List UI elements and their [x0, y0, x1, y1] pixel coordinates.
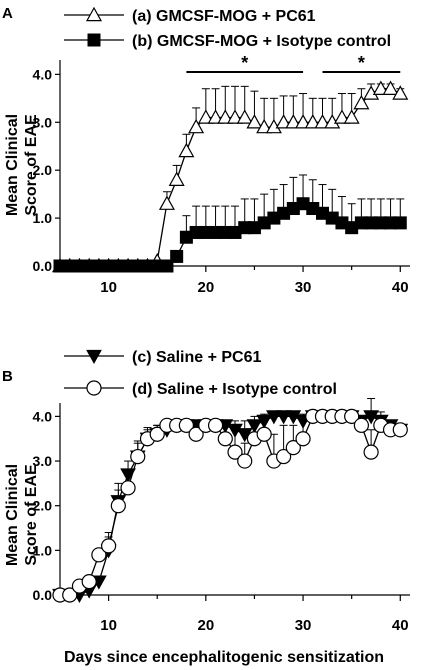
- y-axis-label-a-line2: Score of EAE: [23, 114, 40, 216]
- data-point: [207, 417, 224, 433]
- data-point: [188, 426, 204, 442]
- data-point: [149, 426, 165, 442]
- x-axis-label: Days since encephalitogenic sensitizatio…: [64, 649, 384, 666]
- data-point: [275, 410, 292, 425]
- data-point: [110, 498, 126, 514]
- data-point: [266, 410, 282, 425]
- data-point: [120, 480, 136, 496]
- data-point: [314, 114, 331, 129]
- data-point: [236, 109, 253, 124]
- panel-b: B Mean Clinical Score of EAE 0.0 1.0 2.0 3.…: [2, 349, 410, 634]
- data-point: [295, 431, 311, 447]
- y-axis-label-b-line1: Mean Clinical: [4, 464, 21, 566]
- y-tick-label: 4.0: [33, 66, 53, 82]
- data-point: [168, 171, 185, 186]
- legend-label: (c) Saline + PC61: [132, 349, 261, 366]
- data-point: [256, 118, 273, 134]
- data-point: [197, 109, 214, 124]
- y-tick-label: 1.0: [33, 210, 53, 226]
- data-point: [256, 426, 272, 442]
- data-point: [353, 94, 370, 110]
- x-tick-label: 10: [100, 279, 117, 296]
- data-point: [81, 574, 97, 590]
- series-first: [51, 80, 409, 273]
- data-point: [188, 118, 205, 134]
- x-tick-label: 40: [392, 279, 409, 296]
- y-axis-label-b-line2: Score of EAE: [23, 464, 40, 566]
- legend-marker: [85, 6, 103, 22]
- x-tick-label: 30: [295, 279, 312, 296]
- x-tick-label: 20: [197, 617, 214, 634]
- data-point: [285, 114, 302, 129]
- data-point: [246, 114, 263, 129]
- y-tick-label: 1.0: [33, 542, 53, 558]
- data-point: [285, 440, 301, 456]
- y-tick-label: 2.0: [33, 498, 53, 514]
- data-point: [170, 249, 184, 263]
- panel-a: A Mean Clinical Score of EAE 0.0 1.0 2.0 3.…: [2, 5, 410, 296]
- series-first: [52, 398, 409, 604]
- x-tick-label: 10: [100, 617, 117, 634]
- y-tick-label: 0.0: [33, 258, 53, 274]
- data-point: [178, 417, 194, 433]
- y-tick-label: 3.0: [33, 453, 53, 469]
- y-axis-label-a-line1: Mean Clinical: [4, 114, 21, 216]
- significance-asterisk: *: [241, 53, 248, 73]
- panel-label-a: A: [2, 5, 13, 22]
- legend-marker: [86, 380, 102, 396]
- data-point: [393, 216, 407, 230]
- data-point: [344, 408, 360, 424]
- data-point: [276, 448, 292, 465]
- data-point: [392, 85, 409, 100]
- x-tick-label: 40: [392, 617, 409, 634]
- x-tick-label: 30: [295, 617, 312, 634]
- data-point: [91, 547, 107, 563]
- data-point: [217, 109, 234, 124]
- data-point: [130, 448, 146, 465]
- data-point: [333, 109, 350, 124]
- legend-marker: [87, 33, 101, 47]
- data-point: [372, 80, 389, 95]
- data-point: [207, 109, 224, 124]
- data-point: [353, 417, 369, 433]
- data-point: [227, 444, 243, 460]
- data-point: [178, 142, 195, 158]
- data-point: [304, 114, 321, 129]
- data-point: [382, 80, 399, 95]
- y-tick-label: 3.0: [33, 114, 53, 130]
- data-point: [392, 422, 408, 438]
- data-point: [237, 453, 253, 469]
- legend-label: (b) GMCSF-MOG + Isotype control: [132, 33, 391, 50]
- data-point: [226, 109, 244, 124]
- data-point: [363, 444, 379, 460]
- data-point: [256, 414, 273, 429]
- data-point: [246, 419, 263, 434]
- series-second: [52, 408, 408, 603]
- significance-asterisk: *: [358, 53, 365, 73]
- legend-label: (a) GMCSF-MOG + PC61: [132, 8, 316, 25]
- data-point: [217, 431, 233, 447]
- data-point: [343, 109, 360, 124]
- y-tick-label: 4.0: [33, 408, 53, 424]
- y-tick-label: 0.0: [33, 587, 53, 603]
- data-point: [295, 114, 312, 129]
- legend-label: (d) Saline + Isotype control: [132, 381, 337, 398]
- data-point: [62, 587, 78, 603]
- data-point: [158, 195, 175, 210]
- data-point: [101, 538, 117, 554]
- x-tick-label: 20: [197, 279, 214, 296]
- legend-marker: [86, 349, 102, 365]
- data-point: [275, 114, 292, 129]
- y-tick-label: 2.0: [33, 162, 53, 178]
- panel-label-b: B: [2, 368, 13, 385]
- series-second: [53, 174, 407, 273]
